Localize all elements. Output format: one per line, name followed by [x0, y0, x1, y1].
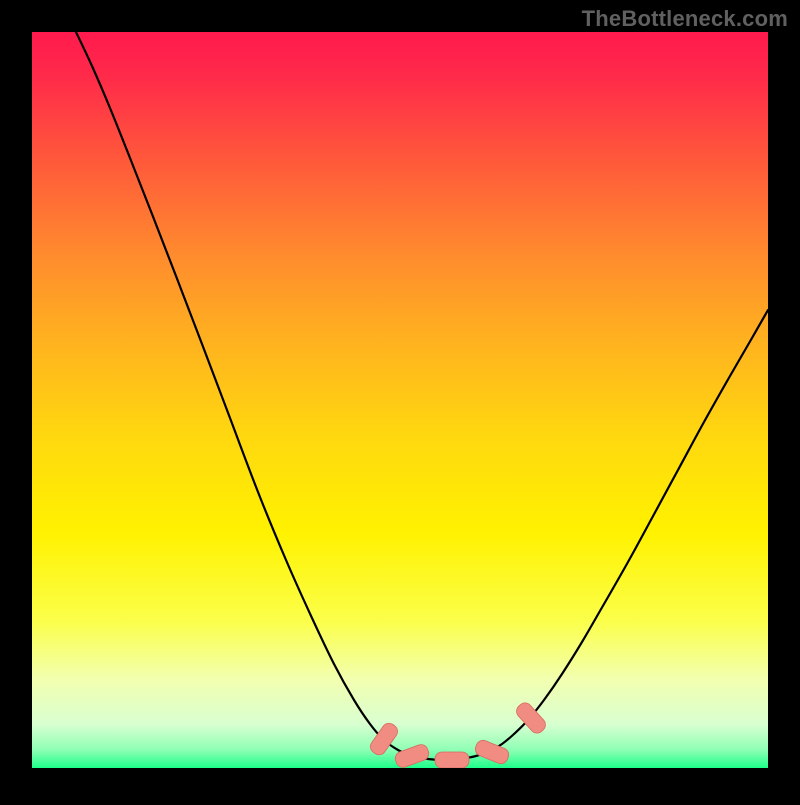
gradient-plot-area: [32, 32, 768, 768]
chart-container: TheBottleneck.com: [0, 0, 800, 800]
bottleneck-curve-chart: [0, 0, 800, 800]
highlight-marker: [435, 752, 469, 768]
watermark-label: TheBottleneck.com: [582, 6, 788, 32]
